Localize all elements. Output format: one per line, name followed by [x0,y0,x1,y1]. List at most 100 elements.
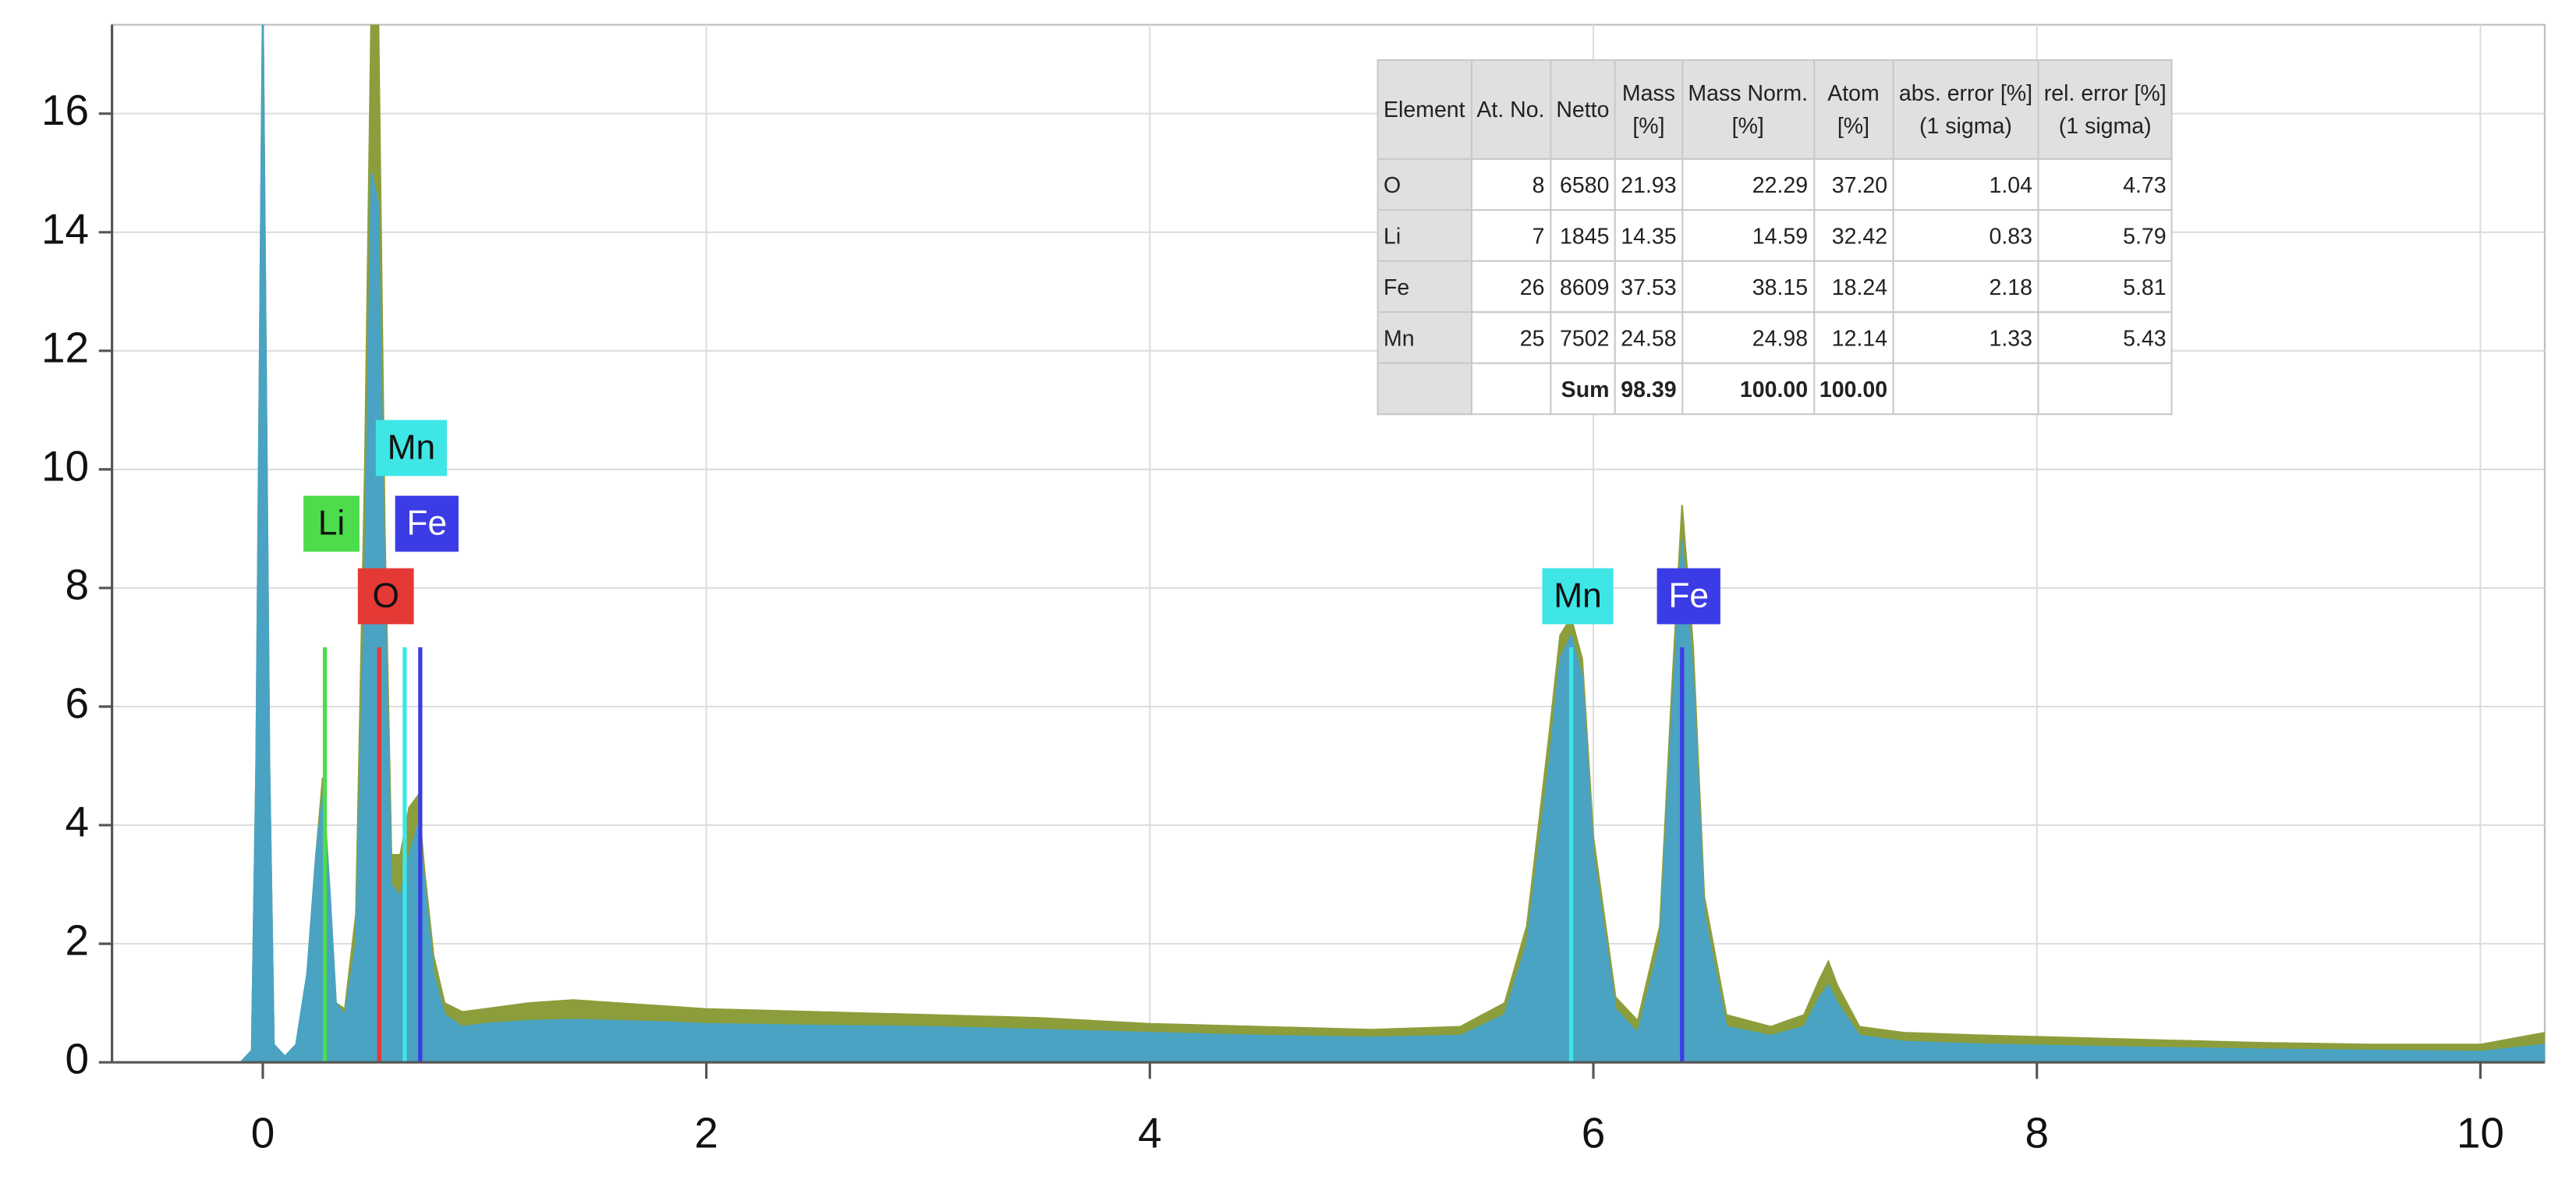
header-text: At. No. [1476,96,1545,122]
table-cell: 100.00 [1681,362,1815,416]
table-cell: 38.15 [1681,260,1815,314]
table-header-row: Element At. No. Netto Mass [%] Mass Norm. [%] A… [1377,59,2174,160]
table-row: O 8 6580 21.93 22.29 37.20 1.04 4.73 [1377,158,2174,211]
table-cell [1469,362,1551,416]
y-tick-label: 16 [41,86,89,134]
table-cell: O [1377,158,1472,211]
header-cell: Netto [1549,59,1616,160]
table-cell: 24.98 [1681,311,1815,364]
table-row: Sum 98.39 100.00 100.00 [1377,362,2174,416]
table-cell [2037,362,2174,416]
header-cell: Atom [%] [1812,59,1894,160]
element-label-box [1657,568,1720,625]
table-cell: 4.73 [2037,158,2174,211]
x-tick-label: 0 [251,1109,275,1157]
header-text: (1 sigma) [2058,112,2152,138]
table-cell: 37.20 [1812,158,1894,211]
y-tick-label: 10 [41,441,89,490]
table-cell: 32.42 [1812,209,1894,262]
y-tick-label: 8 [66,560,90,608]
table-row: Mn 25 7502 24.58 24.98 12.14 1.33 5.43 [1377,311,2174,364]
header-cell: abs. error [%] (1 sigma) [1892,59,2039,160]
element-label-box [1542,568,1614,625]
table-cell: 25 [1469,311,1551,364]
table-cell: 22.29 [1681,158,1815,211]
element-label: Mn [388,428,436,466]
table-cell: 98.39 [1614,362,1684,416]
table-cell: 26 [1469,260,1551,314]
spectrum-area [239,24,2545,1063]
table-cell: 21.93 [1614,158,1684,211]
y-tick-label: 14 [41,204,89,253]
header-text: [%] [1837,112,1870,138]
element-label-box [375,420,447,477]
y-tick-label: 12 [41,323,89,371]
table-cell: Li [1377,209,1472,262]
table-cell: 14.59 [1681,209,1815,262]
table-cell: 5.79 [2037,209,2174,262]
plot-area [111,23,2546,1064]
y-tick-label: 6 [66,679,90,728]
element-label-box [395,495,459,552]
table-cell [1892,362,2039,416]
table-cell: 24.58 [1614,311,1684,364]
table-cell: 1.04 [1892,158,2039,211]
header-cell: Mass Norm. [%] [1681,59,1815,160]
y-tick-label: 0 [66,1035,90,1083]
table-cell: 5.81 [2037,260,2174,314]
table-cell: Sum [1549,362,1616,416]
table-cell: 2.18 [1892,260,2039,314]
element-label-box [357,568,414,625]
table-cell: 6580 [1549,158,1616,211]
header-cell: Mass [%] [1614,59,1684,160]
element-label: Mn [1554,576,1602,615]
element-label: O [372,576,399,615]
table-cell: 0.83 [1892,209,2039,262]
header-text: [%] [1731,112,1764,138]
header-cell: rel. error [%] (1 sigma) [2037,59,2174,160]
y-tick-label: 2 [66,916,90,965]
table-cell: 7 [1469,209,1551,262]
x-tick-label: 10 [2457,1109,2504,1157]
table-cell [1377,362,1472,416]
x-tick-label: 6 [1582,1109,1606,1157]
header-text: rel. error [%] [2043,80,2167,105]
header-text: abs. error [%] [1898,80,2033,105]
table-cell: 100.00 [1812,362,1894,416]
table-row: Li 7 1845 14.35 14.59 32.42 0.83 5.79 [1377,209,2174,262]
spectrum [239,24,2545,1063]
header-text: Element [1383,96,1465,122]
y-tick-label: 4 [66,798,90,846]
header-text: (1 sigma) [1919,112,2012,138]
table-cell: 12.14 [1812,311,1894,364]
table-cell: Mn [1377,311,1472,364]
table-cell: 1845 [1549,209,1616,262]
results-table: Element At. No. Netto Mass [%] Mass Norm. [%] A… [1377,59,2174,416]
x-tick-label: 8 [2025,1109,2049,1157]
table-cell: 8 [1469,158,1551,211]
header-text: [%] [1632,112,1665,138]
header-text: Netto [1556,96,1610,122]
header-text: Atom [1827,80,1880,105]
table-cell: 37.53 [1614,260,1684,314]
element-label-box [303,495,360,552]
table-cell: Fe [1377,260,1472,314]
header-text: Mass [1621,80,1676,105]
table-cell: 7502 [1549,311,1616,364]
table-cell: 14.35 [1614,209,1684,262]
header-cell: At. No. [1469,59,1551,160]
table-cell: 5.43 [2037,311,2174,364]
table-cell: 8609 [1549,260,1616,314]
element-label: Li [318,504,345,542]
header-cell: Element [1377,59,1472,160]
x-tick-label: 4 [1138,1109,1162,1157]
element-label: Fe [1668,576,1709,615]
table-row: Fe 26 8609 37.53 38.15 18.24 2.18 5.81 [1377,260,2174,314]
element-label: Fe [406,504,447,542]
header-text: Mass Norm. [1688,80,1809,105]
x-tick-label: 2 [694,1109,718,1157]
table-cell: 18.24 [1812,260,1894,314]
table-cell: 1.33 [1892,311,2039,364]
